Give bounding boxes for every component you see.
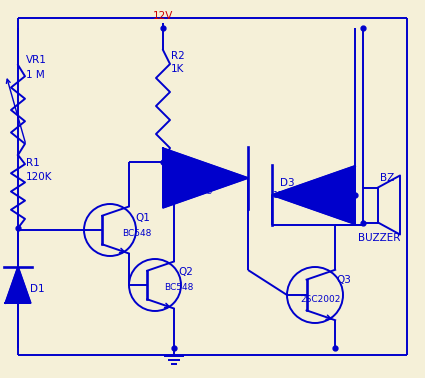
Text: 120K: 120K bbox=[26, 172, 53, 182]
Text: 1N4003: 1N4003 bbox=[178, 187, 213, 197]
Text: 12V: 12V bbox=[153, 11, 173, 21]
Text: D3: D3 bbox=[280, 178, 295, 188]
Text: Q2: Q2 bbox=[178, 267, 193, 277]
Text: VR1: VR1 bbox=[26, 55, 47, 65]
Bar bbox=[363, 187, 378, 223]
Polygon shape bbox=[163, 148, 248, 208]
Text: BZ: BZ bbox=[380, 173, 394, 183]
Text: BC548: BC548 bbox=[164, 284, 193, 293]
Polygon shape bbox=[272, 166, 355, 224]
Text: D1: D1 bbox=[30, 284, 45, 294]
Text: 2SC2002: 2SC2002 bbox=[300, 296, 340, 305]
Text: Q3: Q3 bbox=[336, 275, 351, 285]
Text: BC548: BC548 bbox=[122, 229, 151, 239]
Text: 1K: 1K bbox=[171, 64, 184, 74]
Text: BUZZER: BUZZER bbox=[358, 233, 400, 243]
Text: R2: R2 bbox=[171, 51, 185, 61]
Text: Q1: Q1 bbox=[135, 213, 150, 223]
Text: 1 M: 1 M bbox=[26, 70, 45, 80]
Text: 1N4003: 1N4003 bbox=[273, 192, 309, 200]
Polygon shape bbox=[6, 267, 31, 303]
Text: R1: R1 bbox=[26, 158, 40, 168]
Text: D2: D2 bbox=[187, 160, 201, 170]
